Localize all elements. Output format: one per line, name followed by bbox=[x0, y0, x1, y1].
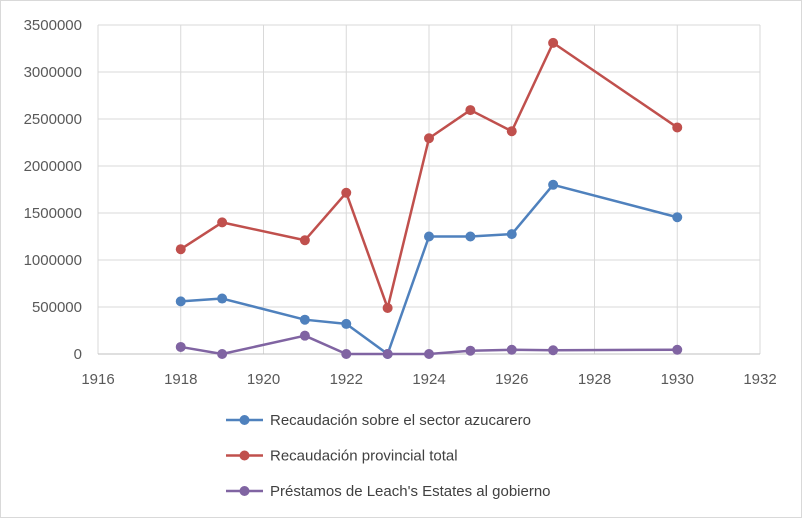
data-point bbox=[465, 105, 476, 116]
x-tick-label: 1920 bbox=[247, 371, 280, 388]
data-point bbox=[672, 212, 683, 223]
x-tick-label: 1924 bbox=[412, 371, 445, 388]
legend-marker bbox=[239, 450, 250, 461]
y-tick-label: 2000000 bbox=[24, 158, 82, 175]
series-layer bbox=[175, 37, 683, 359]
vertical-gridlines bbox=[97, 25, 761, 354]
data-point bbox=[299, 235, 310, 246]
series-3 bbox=[175, 330, 683, 359]
data-point bbox=[299, 330, 310, 341]
data-point bbox=[217, 293, 228, 304]
x-tick-label: 1922 bbox=[330, 371, 363, 388]
data-point bbox=[548, 345, 559, 356]
legend: Recaudación sobre el sector azucarero Rec… bbox=[226, 412, 551, 500]
legend-item-1: Recaudación sobre el sector azucarero bbox=[226, 412, 531, 429]
series-line bbox=[180, 183, 678, 356]
data-point bbox=[175, 341, 186, 352]
data-point bbox=[217, 217, 228, 228]
y-tick-label: 0 bbox=[74, 346, 82, 363]
series-2 bbox=[175, 37, 683, 313]
x-tick-label: 1930 bbox=[661, 371, 694, 388]
legend-label: Préstamos de Leach's Estates al gobierno bbox=[270, 483, 551, 500]
series-line bbox=[180, 334, 678, 356]
data-point bbox=[217, 349, 228, 359]
data-point bbox=[506, 344, 517, 355]
data-point bbox=[672, 122, 683, 133]
legend-marker bbox=[239, 486, 250, 496]
x-tick-label: 1918 bbox=[164, 371, 197, 388]
data-point bbox=[424, 349, 434, 359]
data-point bbox=[175, 296, 186, 307]
x-axis-tick-labels: 1916 1918 1920 1922 1924 1926 1928 1930 1932 bbox=[81, 371, 776, 388]
y-tick-label: 500000 bbox=[32, 299, 82, 316]
y-axis-tick-labels: 0 500000 1000000 1500000 2000000 2500000 30000… bbox=[24, 17, 82, 363]
data-point bbox=[299, 314, 310, 325]
x-tick-label: 1926 bbox=[495, 371, 528, 388]
legend-marker bbox=[239, 415, 250, 425]
data-point bbox=[341, 318, 352, 329]
y-tick-label: 2500000 bbox=[24, 111, 82, 128]
data-point bbox=[548, 179, 559, 190]
horizontal-gridlines bbox=[98, 24, 760, 308]
y-tick-label: 3000000 bbox=[24, 64, 82, 81]
x-tick-label: 1916 bbox=[81, 371, 114, 388]
y-tick-label: 1500000 bbox=[24, 205, 82, 222]
legend-label: Recaudación provincial total bbox=[270, 448, 458, 465]
legend-label: Recaudación sobre el sector azucarero bbox=[270, 412, 531, 429]
legend-item-3: Préstamos de Leach's Estates al gobierno bbox=[226, 483, 551, 500]
data-point bbox=[672, 344, 683, 355]
data-point bbox=[424, 133, 434, 144]
legend-item-2: Recaudación provincial total bbox=[226, 448, 458, 465]
series-line bbox=[180, 41, 678, 310]
y-tick-label: 3500000 bbox=[24, 17, 82, 34]
data-point bbox=[548, 37, 559, 48]
data-point bbox=[506, 229, 517, 240]
data-point bbox=[382, 302, 393, 313]
data-point bbox=[341, 349, 352, 359]
data-point bbox=[424, 231, 434, 242]
data-point bbox=[465, 231, 476, 242]
y-tick-label: 1000000 bbox=[24, 252, 82, 269]
data-point bbox=[382, 349, 393, 359]
data-point bbox=[465, 345, 476, 356]
x-tick-label: 1932 bbox=[743, 371, 776, 388]
x-tick-label: 1928 bbox=[578, 371, 611, 388]
data-point bbox=[175, 244, 186, 255]
data-point bbox=[506, 126, 517, 137]
data-point bbox=[341, 187, 352, 198]
